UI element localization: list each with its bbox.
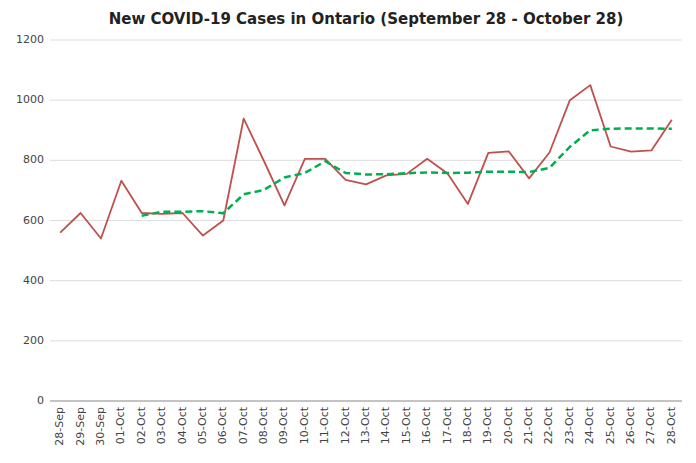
grid-line [50, 160, 682, 161]
x-tick-label: 27-Oct [644, 406, 657, 444]
x-tick-label: 13-Oct [359, 406, 372, 444]
x-tick-label: 05-Oct [196, 406, 209, 444]
y-tick-label: 200 [23, 334, 44, 347]
x-tick-label: 04-Oct [176, 406, 189, 444]
y-tick-label: 1000 [16, 93, 44, 106]
y-tick-label: 400 [23, 274, 44, 287]
y-tick-label: 600 [23, 214, 44, 227]
x-tick-label: 09-Oct [277, 406, 290, 444]
y-tick-label: 0 [37, 394, 44, 407]
x-tick-label: 26-Oct [624, 406, 637, 444]
grid-line [50, 100, 682, 101]
page: {"chart_data": {"type": "line", "title":… [0, 0, 696, 463]
x-tick-label: 01-Oct [114, 406, 127, 444]
x-tick-label: 14-Oct [379, 406, 392, 444]
series-line [60, 85, 672, 238]
grid-line [50, 280, 682, 281]
grid [50, 40, 682, 401]
x-tick-label: 12-Oct [339, 406, 352, 444]
x-tick-label: 25-Oct [604, 406, 617, 444]
x-tick-label: 29-Sep [74, 407, 87, 446]
x-tick-label: 28-Oct [665, 406, 678, 444]
grid-line [50, 340, 682, 341]
grid-line [50, 401, 682, 402]
x-tick-label: 30-Sep [94, 407, 107, 446]
x-tick-label: 06-Oct [216, 406, 229, 444]
x-tick-label: 20-Oct [502, 406, 515, 444]
chart-title: New COVID-19 Cases in Ontario (September… [109, 10, 624, 28]
grid-line [50, 40, 682, 41]
chart-container: New COVID-19 Cases in Ontario (September… [0, 0, 696, 463]
series-line [142, 128, 672, 215]
chart-svg: New COVID-19 Cases in Ontario (September… [0, 0, 696, 463]
x-tick-label: 16-Oct [420, 406, 433, 444]
x-tick-label: 19-Oct [481, 406, 494, 444]
x-tick-label: 07-Oct [237, 406, 250, 444]
x-tick-label: 03-Oct [155, 406, 168, 444]
x-tick-label: 28-Sep [53, 407, 66, 446]
x-tick-label: 11-Oct [318, 406, 331, 444]
x-tick-label: 21-Oct [522, 406, 535, 444]
x-tick-label: 23-Oct [563, 406, 576, 444]
x-tick-label: 15-Oct [400, 406, 413, 444]
x-axis-line [50, 401, 682, 402]
plot-area [60, 85, 672, 238]
x-tick-label: 02-Oct [135, 406, 148, 444]
x-tick-label: 24-Oct [583, 406, 596, 444]
y-axis: 0 200 400 600 800 1000 1200 [16, 33, 44, 407]
y-tick-label: 800 [23, 153, 44, 166]
y-tick-label: 1200 [16, 33, 44, 46]
x-tick-label: 17-Oct [441, 406, 454, 444]
x-tick-label: 18-Oct [461, 406, 474, 444]
grid-line [50, 220, 682, 221]
x-tick-label: 22-Oct [542, 406, 555, 444]
x-axis: 28-Sep 29-Sep 30-Sep 01-Oct 02-Oct 03-Oct 04-O… [53, 406, 678, 445]
x-tick-label: 08-Oct [257, 406, 270, 444]
x-tick-label: 10-Oct [298, 406, 311, 444]
